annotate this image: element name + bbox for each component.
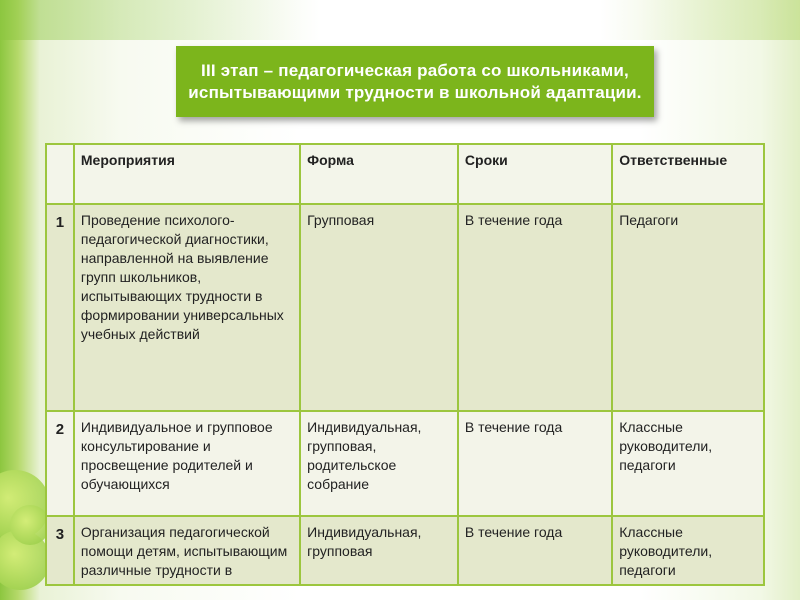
cell-term: В течение года: [456, 410, 614, 517]
table-header-row: Мероприятия Форма Сроки Ответственные: [45, 143, 765, 205]
cell-event: Проведение психолого-педагогической диаг…: [72, 203, 302, 412]
header-responsible: Ответственные: [611, 143, 765, 205]
background-band: [0, 0, 800, 40]
cell-event: Индивидуальное и групповое консультирова…: [72, 410, 302, 517]
table-row: 2 Индивидуальное и групповое консультиро…: [45, 410, 765, 517]
cell-form: Групповая: [299, 203, 459, 412]
table-row: 3 Организация педагогической помощи детя…: [45, 515, 765, 586]
cell-responsible: Классные руководители, педагоги: [611, 410, 765, 517]
cell-form: Индивидуальная, групповая, родительское …: [299, 410, 459, 517]
cell-term: В течение года: [456, 203, 614, 412]
row-number: 1: [45, 203, 75, 412]
row-number: 2: [45, 410, 75, 517]
header-form: Форма: [299, 143, 459, 205]
cell-form: Индивидуальная, групповая: [299, 515, 459, 586]
slide-title: III этап – педагогическая работа со школ…: [176, 46, 654, 117]
cell-event: Организация педагогической помощи детям,…: [72, 515, 302, 586]
header-events: Мероприятия: [72, 143, 302, 205]
header-term: Сроки: [456, 143, 614, 205]
row-number: 3: [45, 515, 75, 586]
clover-decoration: [10, 505, 50, 545]
activities-table: Мероприятия Форма Сроки Ответственные 1 …: [45, 143, 765, 586]
cell-responsible: Педагоги: [611, 203, 765, 412]
cell-term: В течение года: [456, 515, 614, 586]
cell-responsible: Классные руководители, педагоги: [611, 515, 765, 586]
header-num: [45, 143, 75, 205]
table-row: 1 Проведение психолого-педагогической ди…: [45, 203, 765, 412]
